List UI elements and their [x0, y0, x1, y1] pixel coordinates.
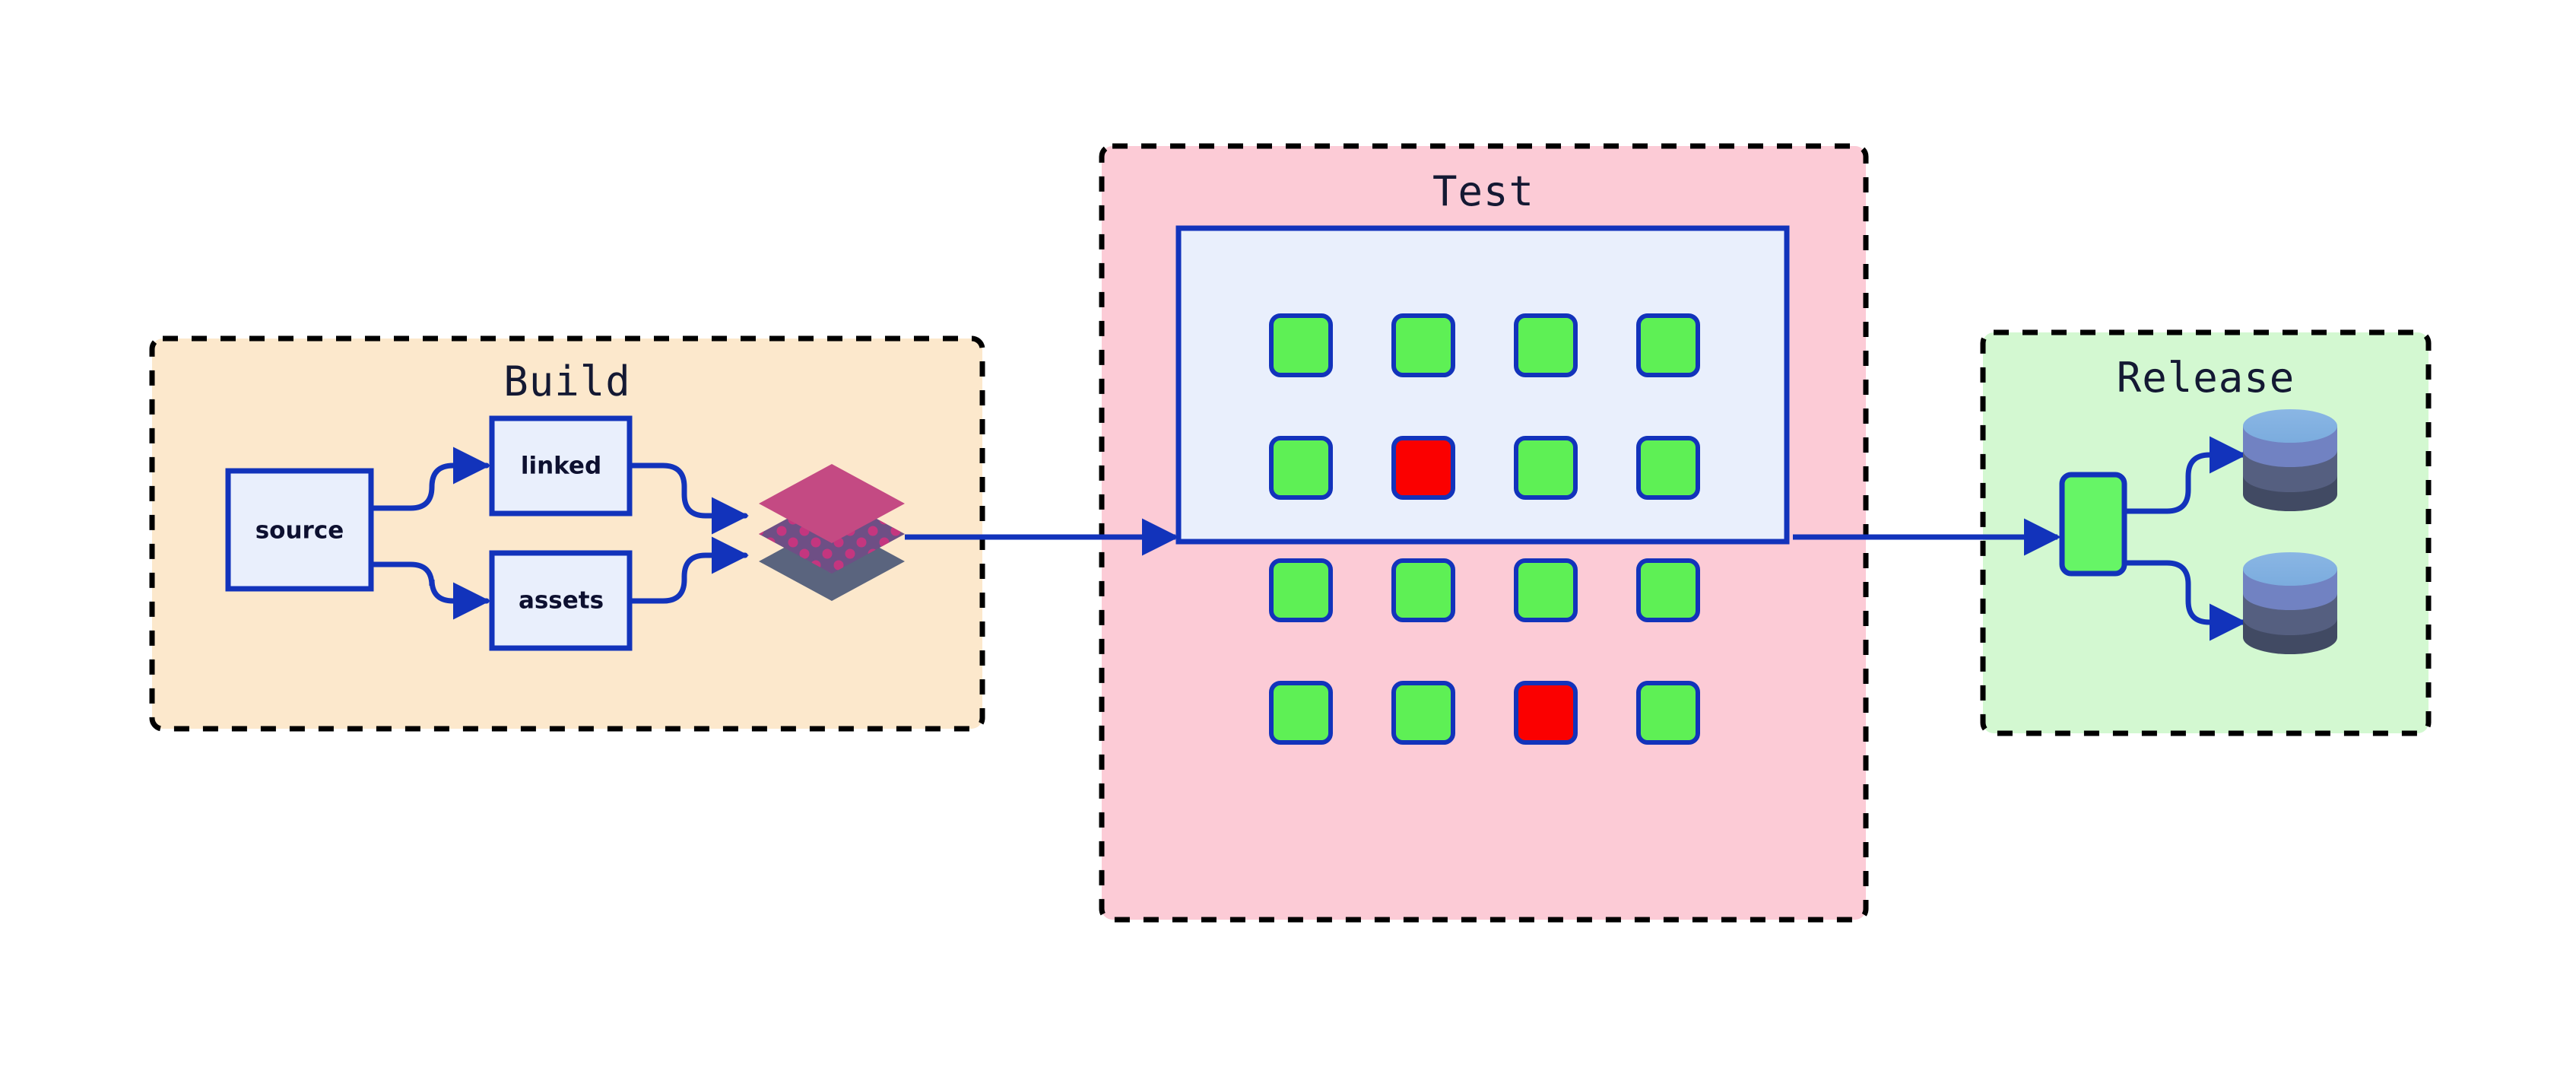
- test-title: Test: [1432, 167, 1534, 215]
- layers-top-layer: [759, 464, 905, 543]
- connector-linked-to-artifact: [627, 462, 749, 535]
- database-icon-top[interactable]: [2243, 409, 2337, 511]
- test-cell-pass-r3c2[interactable]: [1391, 558, 1455, 622]
- linked-box: [489, 415, 633, 517]
- build-container: [149, 335, 985, 732]
- connector-source-to-linked: [368, 447, 490, 511]
- database-icon-bottom[interactable]: [2243, 552, 2337, 654]
- node-assets[interactable]: assets: [489, 550, 633, 651]
- test-cell-pass-r1c4[interactable]: [1636, 313, 1700, 377]
- source-box: [225, 468, 374, 592]
- test-cell-pass-r4c1[interactable]: [1269, 681, 1333, 745]
- deploy-box[interactable]: [2059, 472, 2127, 577]
- test-cell-pass-r3c1[interactable]: [1269, 558, 1333, 622]
- test-cell-pass-r2c1[interactable]: [1269, 436, 1333, 500]
- db-top-cap: [2243, 409, 2337, 443]
- source-label: source: [255, 517, 344, 545]
- build-title: Build: [503, 358, 631, 405]
- test-cell-fail-r4c3[interactable]: [1514, 681, 1578, 745]
- node-linked[interactable]: linked: [489, 415, 633, 517]
- node-source[interactable]: source: [225, 468, 374, 592]
- connector-deploy-to-db-bottom: [2121, 560, 2247, 641]
- test-result-grid: [1269, 313, 1700, 745]
- test-cell-pass-r4c2[interactable]: [1391, 681, 1455, 745]
- group-build[interactable]: Build: [149, 335, 985, 732]
- connector-deploy-to-db-top: [2121, 436, 2247, 514]
- test-cell-pass-r1c1[interactable]: [1269, 313, 1333, 377]
- db-bottom-cap: [2243, 552, 2337, 586]
- test-cell-pass-r2c3[interactable]: [1514, 436, 1578, 500]
- group-release[interactable]: Release: [1980, 329, 2432, 736]
- test-cell-pass-r4c4[interactable]: [1636, 681, 1700, 745]
- test-cell-pass-r1c3[interactable]: [1514, 313, 1578, 377]
- assets-box: [489, 550, 633, 651]
- linked-label: linked: [521, 453, 601, 480]
- test-cell-pass-r2c4[interactable]: [1636, 436, 1700, 500]
- assets-label: assets: [519, 587, 604, 615]
- connector-assets-to-artifact: [627, 536, 749, 604]
- test-cell-pass-r3c4[interactable]: [1636, 558, 1700, 622]
- test-cell-fail-r2c2[interactable]: [1391, 436, 1455, 500]
- layers-icon: [759, 464, 905, 601]
- connector-source-to-assets: [368, 561, 490, 620]
- release-title: Release: [2117, 354, 2295, 402]
- test-cell-pass-r3c3[interactable]: [1514, 558, 1578, 622]
- test-cell-pass-r1c2[interactable]: [1391, 313, 1455, 377]
